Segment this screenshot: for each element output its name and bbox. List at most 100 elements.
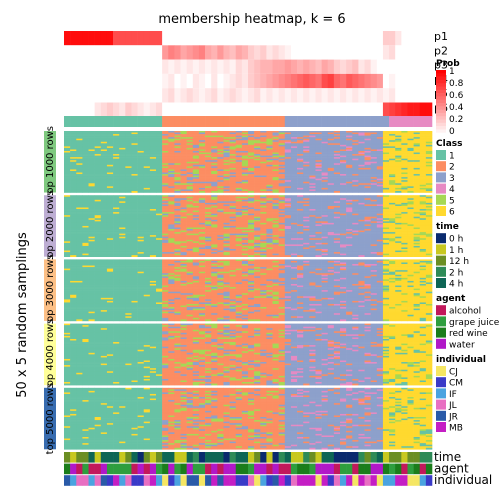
- membership-cell: [425, 170, 433, 173]
- membership-cell: [119, 199, 126, 202]
- membership-cell: [266, 131, 273, 133]
- membership-cell: [168, 239, 175, 242]
- membership-cell: [70, 236, 77, 239]
- membership-cell: [223, 222, 230, 225]
- membership-cell: [260, 212, 267, 214]
- membership-cell: [205, 241, 212, 244]
- membership-cell: [425, 201, 433, 204]
- prob-cell: [309, 102, 316, 117]
- membership-cell: [211, 160, 218, 163]
- membership-cell: [382, 134, 390, 136]
- prob-cell: [168, 59, 175, 74]
- membership-cell: [297, 154, 304, 156]
- membership-cell: [389, 154, 396, 156]
- membership-cell: [346, 164, 353, 167]
- membership-cell: [333, 207, 341, 210]
- membership-cell: [229, 183, 237, 186]
- membership-cell: [119, 154, 126, 156]
- membership-cell: [186, 132, 194, 135]
- membership-cell: [254, 187, 261, 190]
- membership-cell: [198, 209, 206, 211]
- membership-cell: [82, 204, 89, 207]
- prob-cell: [149, 73, 157, 89]
- prob-cell: [297, 88, 304, 103]
- prob-cell: [100, 45, 108, 60]
- membership-cell: [303, 249, 310, 251]
- membership-cell: [419, 218, 427, 221]
- membership-cell: [425, 183, 433, 186]
- membership-cell: [64, 198, 71, 201]
- membership-cell: [340, 158, 347, 161]
- membership-cell: [266, 138, 273, 141]
- membership-cell: [100, 230, 108, 233]
- membership-cell: [156, 198, 163, 201]
- membership-cell: [106, 210, 114, 213]
- membership-cell: [156, 160, 163, 163]
- membership-cell: [309, 222, 316, 225]
- prob-cell: [321, 88, 329, 103]
- membership-cell: [205, 138, 212, 141]
- membership-cell: [241, 244, 249, 247]
- membership-cell: [70, 174, 77, 176]
- membership-cell: [364, 131, 371, 133]
- membership-cell: [143, 166, 151, 169]
- membership-cell: [192, 242, 200, 245]
- membership-cell: [419, 241, 427, 244]
- membership-cell: [413, 169, 421, 172]
- prob-cell: [149, 88, 157, 103]
- membership-cell: [198, 229, 206, 231]
- membership-cell: [156, 157, 163, 159]
- membership-cell: [272, 140, 279, 143]
- membership-cell: [94, 249, 102, 251]
- membership-cell: [198, 187, 206, 190]
- membership-cell: [131, 150, 138, 153]
- membership-cell: [425, 204, 433, 207]
- membership-cell: [174, 215, 181, 218]
- membership-cell: [389, 189, 396, 192]
- prob-cell: [272, 59, 279, 74]
- membership-cell: [131, 164, 138, 167]
- membership-cell: [425, 180, 433, 183]
- membership-cell: [389, 207, 396, 210]
- membership-cell: [254, 164, 261, 167]
- membership-cell: [198, 163, 206, 166]
- membership-cell: [248, 154, 255, 156]
- membership-cell: [352, 132, 359, 135]
- membership-cell: [70, 225, 77, 228]
- membership-cell: [309, 147, 316, 150]
- membership-cell: [88, 160, 95, 163]
- membership-cell: [119, 241, 126, 244]
- membership-cell: [413, 225, 421, 228]
- membership-cell: [266, 216, 273, 219]
- membership-cell: [382, 166, 390, 169]
- membership-cell: [119, 213, 126, 216]
- membership-cell: [425, 154, 433, 156]
- membership-cell: [321, 212, 329, 214]
- membership-cell: [143, 150, 151, 153]
- membership-cell: [119, 172, 126, 175]
- prob-cell: [186, 31, 194, 46]
- membership-cell: [186, 144, 194, 147]
- membership-cell: [137, 215, 145, 218]
- membership-cell: [186, 147, 194, 150]
- membership-cell: [186, 244, 194, 247]
- membership-cell: [321, 235, 329, 238]
- membership-cell: [315, 137, 322, 139]
- membership-cell: [137, 180, 145, 183]
- membership-cell: [340, 196, 347, 199]
- membership-cell: [303, 144, 310, 147]
- membership-cell: [382, 152, 390, 155]
- membership-cell: [180, 132, 187, 135]
- membership-cell: [419, 180, 427, 183]
- membership-cell: [113, 158, 120, 161]
- membership-cell: [143, 169, 151, 172]
- membership-cell: [254, 166, 261, 169]
- membership-cell: [303, 149, 310, 152]
- membership-cell: [419, 207, 427, 210]
- membership-cell: [358, 202, 365, 205]
- membership-cell: [254, 199, 261, 202]
- membership-cell: [254, 180, 261, 183]
- membership-cell: [266, 147, 273, 150]
- membership-cell: [174, 210, 181, 213]
- membership-cell: [192, 229, 200, 231]
